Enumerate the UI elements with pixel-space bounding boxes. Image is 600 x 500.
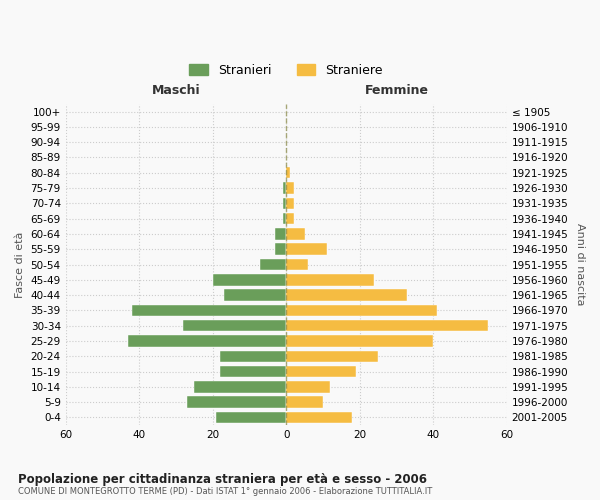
Bar xyxy=(275,228,286,239)
Bar xyxy=(132,304,286,316)
Bar xyxy=(220,350,286,362)
Bar xyxy=(183,320,286,332)
Bar xyxy=(286,336,433,346)
Bar xyxy=(286,304,437,316)
Bar xyxy=(286,412,352,423)
Bar xyxy=(286,350,378,362)
Y-axis label: Fasce di età: Fasce di età xyxy=(15,232,25,298)
Bar xyxy=(286,198,293,209)
Bar xyxy=(283,182,286,194)
Text: Maschi: Maschi xyxy=(152,84,200,98)
Text: COMUNE DI MONTEGROTTO TERME (PD) - Dati ISTAT 1° gennaio 2006 - Elaborazione TUT: COMUNE DI MONTEGROTTO TERME (PD) - Dati … xyxy=(18,488,432,496)
Bar xyxy=(286,274,374,285)
Bar xyxy=(217,412,286,423)
Bar xyxy=(187,396,286,408)
Bar xyxy=(286,366,356,378)
Bar xyxy=(286,320,488,332)
Bar xyxy=(286,182,293,194)
Bar xyxy=(286,213,293,224)
Bar xyxy=(283,213,286,224)
Bar xyxy=(260,259,286,270)
Y-axis label: Anni di nascita: Anni di nascita xyxy=(575,224,585,306)
Bar xyxy=(286,381,331,392)
Bar xyxy=(286,167,290,178)
Bar xyxy=(224,290,286,301)
Bar xyxy=(286,244,326,255)
Bar xyxy=(286,290,407,301)
Text: Femmine: Femmine xyxy=(364,84,428,98)
Bar xyxy=(220,366,286,378)
Bar xyxy=(286,259,308,270)
Bar xyxy=(275,244,286,255)
Bar xyxy=(283,198,286,209)
Legend: Stranieri, Straniere: Stranieri, Straniere xyxy=(184,59,388,82)
Bar xyxy=(212,274,286,285)
Bar xyxy=(128,336,286,346)
Text: Popolazione per cittadinanza straniera per età e sesso - 2006: Popolazione per cittadinanza straniera p… xyxy=(18,472,427,486)
Bar xyxy=(286,396,323,408)
Bar xyxy=(286,228,305,239)
Bar xyxy=(194,381,286,392)
